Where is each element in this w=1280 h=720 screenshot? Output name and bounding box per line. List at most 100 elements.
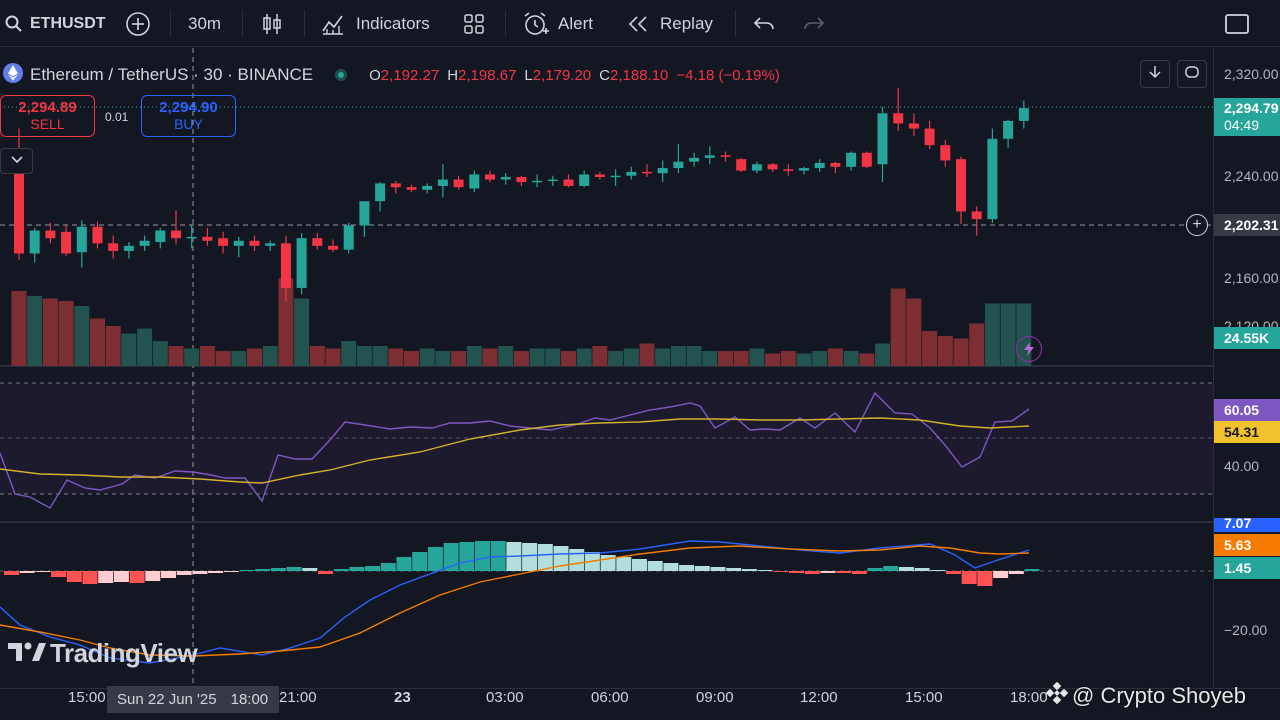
macd-histogram-bar <box>867 568 883 571</box>
volume-bar <box>670 346 686 366</box>
collapse-legend-button[interactable] <box>0 148 33 174</box>
price-scale[interactable] <box>1213 48 1280 688</box>
candle <box>626 166 637 180</box>
candle <box>202 228 213 246</box>
volume-bar <box>608 351 624 366</box>
candle <box>799 166 809 175</box>
macd-histogram-bar <box>946 571 961 574</box>
volume-bar <box>545 348 561 366</box>
macd-histogram-bar <box>427 547 443 571</box>
price-chart[interactable] <box>0 48 1213 688</box>
symbol-label: ETHUSDT <box>30 14 106 32</box>
alert-button[interactable]: Alert <box>522 0 593 47</box>
alert-label: Alert <box>558 13 593 33</box>
symbol-title[interactable]: Ethereum / TetherUS · 30 · BINANCE <box>30 65 314 84</box>
ethereum-logo-icon <box>2 62 24 89</box>
volume-bar <box>372 346 388 366</box>
buy-price: 2,294.90 <box>159 99 218 116</box>
volume-bar <box>137 328 153 366</box>
undo-button[interactable] <box>752 0 776 47</box>
refresh-icon <box>1184 64 1200 85</box>
redo-button[interactable] <box>802 0 826 47</box>
macd-histogram-bar <box>129 571 145 583</box>
tradingview-logo-icon <box>6 639 46 668</box>
volume-bar <box>529 348 545 366</box>
candle <box>1003 119 1014 148</box>
indicators-button[interactable]: Indicators <box>320 0 430 47</box>
candle <box>657 160 668 183</box>
search-icon <box>4 14 24 34</box>
macd-histogram-bar <box>349 567 365 571</box>
fullscreen-button[interactable] <box>1224 0 1250 47</box>
macd-histogram-bar <box>4 571 19 575</box>
volume-bar <box>404 351 419 366</box>
ohlc-change: −4.18 (−0.19%) <box>676 66 780 84</box>
volume-bar <box>953 338 969 366</box>
candle <box>830 161 841 174</box>
volume-bar <box>482 348 498 366</box>
candle <box>390 180 401 194</box>
volume-bar <box>262 346 278 366</box>
volume-bar <box>215 351 231 366</box>
candle <box>29 228 40 263</box>
macd-histogram-bar <box>836 571 852 573</box>
rsi-value-label: 60.05 <box>1214 399 1280 421</box>
volume-bar <box>639 343 655 366</box>
volume-bar <box>388 348 404 366</box>
candle <box>343 222 354 254</box>
macd-histogram-bar <box>51 571 67 577</box>
add-alert-plus-button[interactable]: + <box>1186 214 1208 236</box>
crosshair-time-label: Sun 22 Jun '25 18:00 <box>107 686 279 713</box>
buy-label: BUY <box>174 116 203 132</box>
sell-price: 2,294.89 <box>18 99 77 116</box>
time-label: 15:00 <box>68 689 106 706</box>
volume-bar <box>765 353 781 366</box>
macd-histogram-bar <box>459 542 475 571</box>
volume-bar <box>294 298 310 366</box>
lightning-icon[interactable] <box>1016 336 1042 362</box>
volume-bar <box>623 348 639 366</box>
macd-histogram-bar <box>365 566 381 571</box>
candle <box>956 156 966 225</box>
candle <box>642 164 652 177</box>
layouts-button[interactable] <box>462 0 486 47</box>
signal-line <box>0 545 1030 657</box>
time-label: 03:00 <box>486 689 524 706</box>
time-label: 12:00 <box>800 689 838 706</box>
volume-bar <box>466 346 482 366</box>
crosshair-price-label: 2,202.31 <box>1214 214 1280 236</box>
sell-label: SELL <box>30 116 65 132</box>
scroll-to-latest-button[interactable] <box>1140 60 1170 88</box>
time-label: 09:00 <box>696 689 734 706</box>
compare-symbol-button[interactable] <box>124 0 152 47</box>
add-circle-icon <box>124 10 152 38</box>
volume-bar <box>969 323 985 366</box>
buy-button[interactable]: 2,294.90 BUY <box>141 95 236 137</box>
replay-button[interactable]: Replay <box>626 0 713 47</box>
ohlc-open: O2,192.27 <box>369 66 440 84</box>
candle <box>940 140 951 167</box>
time-label: 23 <box>394 689 411 706</box>
ohlc-close: C2,188.10 <box>599 66 669 84</box>
candle <box>280 235 291 302</box>
sell-button[interactable]: 2,294.89 SELL <box>0 95 95 137</box>
redo-icon <box>802 12 826 36</box>
symbol-search-button[interactable]: ETHUSDT <box>4 0 106 47</box>
volume-bar <box>702 351 718 366</box>
candle <box>249 235 260 251</box>
volume-bar <box>859 353 875 366</box>
reset-chart-button[interactable] <box>1177 60 1207 88</box>
chart-type-button[interactable] <box>260 0 284 47</box>
volume-bar <box>875 343 890 366</box>
volume-bar <box>11 291 27 366</box>
macd-histogram-bar <box>161 571 176 578</box>
interval-button[interactable]: 30m <box>188 13 222 33</box>
arrow-down-icon <box>1148 65 1162 84</box>
macd-histogram-bar <box>757 570 773 571</box>
tradingview-logo[interactable]: TradingView <box>6 638 198 669</box>
volume-bar <box>451 351 467 366</box>
indicators-label: Indicators <box>356 13 430 33</box>
macd-histogram-bar <box>804 571 820 574</box>
volume-bar <box>27 296 43 366</box>
candle <box>155 228 166 249</box>
